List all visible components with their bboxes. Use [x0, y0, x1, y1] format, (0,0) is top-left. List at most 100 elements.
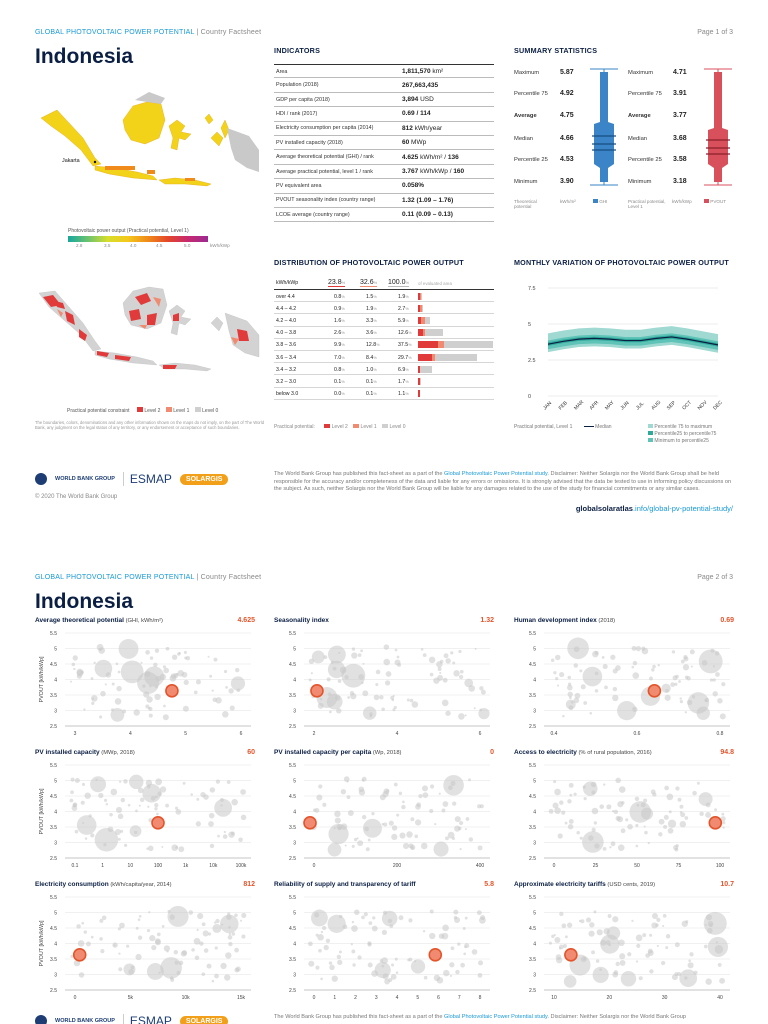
distribution-cell-l2: 0.8%: [334, 294, 345, 300]
study-link[interactable]: Global Photovoltaic Power Potential stud…: [443, 471, 548, 477]
distribution-unit: kWh/kWp: [276, 280, 299, 286]
country-point: [208, 821, 214, 827]
country-point: [70, 777, 75, 782]
bar-level0: [418, 353, 478, 361]
country-point: [617, 844, 625, 851]
indicator-unit: USD: [418, 95, 434, 103]
indicator-label: Electricity consumption per capita (2014…: [276, 125, 374, 132]
country-point: [142, 783, 162, 803]
country-point: [579, 836, 583, 840]
distribution-cell-l1: 1.0%: [366, 367, 377, 373]
country-point: [692, 790, 697, 796]
country-point: [175, 808, 182, 815]
country-point: [450, 946, 455, 951]
country-point: [110, 708, 125, 722]
cell-value: 2.7: [398, 305, 406, 312]
country-point: [443, 969, 450, 977]
scatter-title-text: Seasonality index: [274, 617, 329, 624]
scatter-title: PV installed capacity per capita (Wp, 20…: [274, 749, 402, 756]
country-point: [226, 780, 231, 784]
scatter-title: Access to electricity (% of rural popula…: [514, 749, 652, 756]
country-point: [635, 844, 639, 848]
country-point: [99, 937, 103, 941]
country-point: [479, 804, 484, 809]
country-point: [316, 794, 323, 801]
pct-sign: %: [405, 366, 409, 372]
scatter-country-value: 1.32: [480, 617, 494, 624]
bar-level2: [418, 304, 420, 312]
country-point: [468, 837, 474, 842]
x-tick: 8: [479, 995, 482, 1001]
country-point: [140, 661, 143, 664]
distribution-title: DISTRIBUTION OF PHOTOVOLTAIC POWER OUTPU…: [274, 258, 464, 267]
country-point: [580, 919, 585, 924]
scatter-plot: 5.5 5 4.5 4 3.5 3 2.5 2 4 6: [289, 631, 490, 737]
country-point: [604, 685, 608, 690]
y-tick: 4.5: [529, 662, 536, 668]
stat-label: Average: [628, 113, 651, 119]
head-level0: 100.0%: [388, 279, 410, 287]
distribution-legend: Practical potential: Level 2 Level 1 Lev…: [274, 424, 406, 430]
country-point: [228, 688, 234, 694]
pct-sign: %: [341, 378, 345, 384]
country-point: [161, 845, 164, 848]
footnote-text: The World Bank Group has published this …: [274, 1014, 444, 1020]
pvout-map: [35, 80, 260, 195]
stat-label: Percentile 75: [514, 91, 548, 97]
scatter-title-text: Access to electricity: [514, 749, 577, 756]
x-tick: 0.8: [717, 731, 724, 737]
page1-header: GLOBAL PHOTOVOLTAIC POWER POTENTIAL | Co…: [35, 29, 261, 36]
country-point: [593, 821, 598, 825]
distribution-cell-range: 3.2 – 3.0: [276, 379, 296, 385]
legend-tick: 4.0: [130, 243, 137, 248]
country-point: [220, 804, 223, 807]
head-note: of evaluated area: [418, 281, 452, 286]
scatter-title-text: Human development index: [514, 617, 597, 624]
country-point: [310, 672, 313, 675]
scatter-title: Electricity consumption (kWh/capita/year…: [35, 881, 172, 888]
country-point: [559, 944, 564, 950]
country-point: [154, 938, 161, 945]
country-point: [361, 915, 365, 920]
indicator-row: Area 1,811,570 km²: [274, 64, 494, 79]
country-point: [223, 830, 227, 834]
country-point: [615, 777, 621, 784]
website-url[interactable]: globalsolaratlas.info/global-pv-potentia…: [576, 504, 733, 513]
country-point: [593, 910, 597, 914]
country-point: [554, 807, 561, 814]
stat-value: 4.75: [560, 112, 574, 119]
indicator-number: 267,663,435: [402, 81, 439, 89]
y-tick: 2.5: [50, 724, 57, 730]
country-point: [308, 658, 315, 665]
country-point: [213, 657, 218, 662]
country-point: [70, 790, 74, 795]
scatter-plot: 5.5 5 4.5 4 3.5 3 2.5 0 25 50 75 100: [529, 763, 730, 869]
head-level2-value: 23.8: [328, 279, 342, 286]
country-point: [379, 695, 384, 700]
country-point: [353, 909, 360, 916]
indonesia-point: [564, 948, 578, 962]
country-point: [196, 928, 199, 932]
country-point: [452, 801, 457, 806]
country-point: [449, 962, 455, 968]
country-point: [357, 653, 362, 657]
country-point: [379, 959, 384, 963]
country-point: [684, 976, 688, 980]
y-tick: 3.5: [50, 825, 57, 831]
pct-sign: %: [405, 378, 409, 384]
country-point: [209, 674, 213, 678]
country-point: [119, 922, 125, 929]
country-point: [193, 937, 201, 945]
country-point: [602, 664, 608, 670]
pvout-map-svg: [40, 92, 259, 187]
month-label: JAN: [542, 400, 553, 411]
country-point: [679, 969, 698, 988]
stat-value: 4.53: [560, 156, 574, 163]
country-point: [234, 967, 240, 973]
country-point: [453, 915, 458, 920]
country-point: [117, 813, 124, 820]
country-point: [429, 672, 434, 677]
country-point: [715, 941, 718, 944]
distribution-row: 3.4 – 3.2 0.8% 1.0% 6.9%: [274, 363, 494, 376]
study-link[interactable]: Global Photovoltaic Power Potential stud…: [443, 1014, 548, 1020]
